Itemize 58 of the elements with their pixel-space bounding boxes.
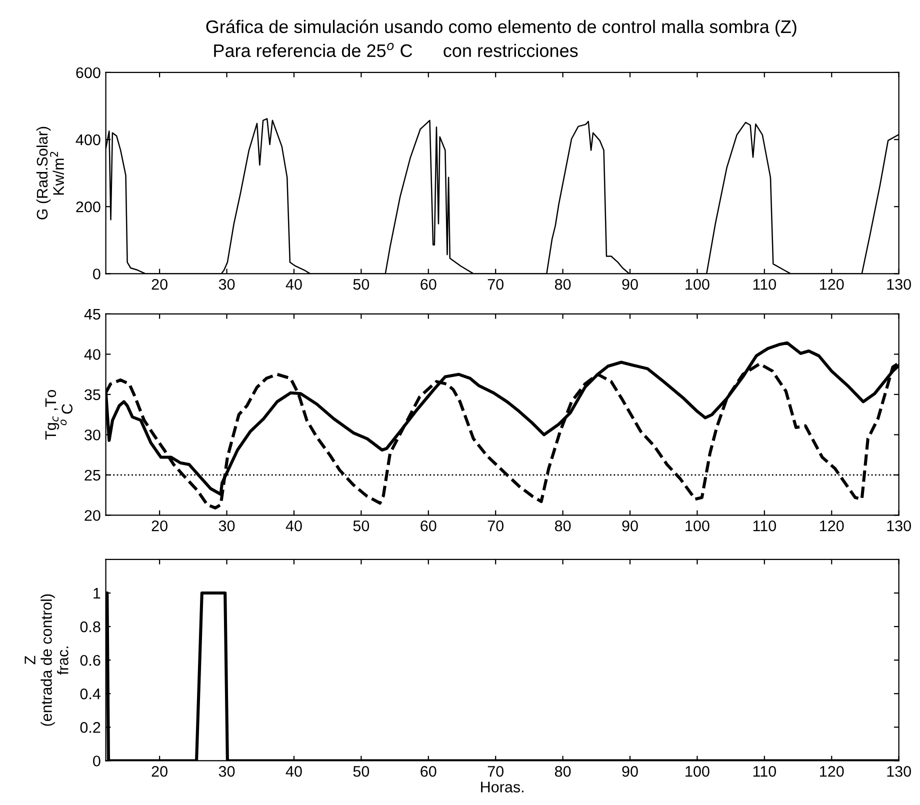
- chart-title: Gráfica de simulación usando como elemento de control malla sombra (Z): [206, 20, 796, 37]
- chart-subtitle: Para referencia de 25$^{o}$ C con restricciones: [214, 42, 578, 58]
- x-tick-label: 100: [686, 278, 710, 290]
- x-tick-label: 130: [887, 766, 911, 777]
- x-tick-label: 80: [554, 278, 571, 290]
- y-tick-label: 20: [84, 510, 100, 521]
- x-tick-label: 90: [622, 278, 638, 290]
- x-tick-label: 60: [420, 520, 436, 532]
- y-tick-label: 45: [84, 308, 100, 320]
- x-tick-label: 30: [218, 766, 235, 777]
- y-tick-label: 0.4: [80, 688, 100, 700]
- x-tick-label: 120: [820, 278, 844, 290]
- x-tick-label: 100: [686, 520, 710, 532]
- y-tick-label: 600: [76, 67, 100, 78]
- x-tick-label: 110: [753, 520, 776, 532]
- x-tick-label: 30: [218, 520, 235, 532]
- y-tick-label: 40: [84, 349, 100, 360]
- y-axis-title: Z (entrada de control) frac.: [24, 594, 68, 726]
- x-tick-label: 60: [420, 278, 436, 290]
- y-axis-title: G (Rad.Solar) Kw/m$^{2}$: [36, 126, 64, 220]
- y-tick-label: 30: [84, 430, 100, 440]
- y-tick-label: 1: [94, 588, 100, 599]
- x-tick-label: 40: [286, 520, 302, 532]
- x-tick-label: 130: [887, 520, 911, 532]
- y-tick-label: 0.2: [80, 722, 100, 733]
- x-tick-label: 110: [753, 766, 776, 777]
- x-tick-label: 20: [152, 278, 168, 290]
- x-tick-label: 40: [286, 766, 302, 777]
- y-tick-label: 200: [76, 201, 100, 212]
- y-tick-label: 0: [93, 268, 100, 280]
- x-tick-label: 120: [820, 766, 844, 777]
- x-tick-label: 70: [488, 278, 504, 290]
- x-tick-label: 50: [353, 278, 370, 290]
- x-tick-label: 40: [286, 278, 302, 290]
- x-tick-label: 50: [353, 766, 370, 777]
- x-tick-label: 110: [753, 278, 776, 290]
- x-tick-label: 60: [420, 766, 436, 777]
- x-tick-label: 70: [488, 520, 504, 532]
- x-tick-label: 80: [554, 766, 571, 777]
- x-tick-label: 50: [353, 520, 370, 532]
- y-tick-label: 35: [84, 389, 100, 400]
- x-tick-label: 90: [622, 520, 638, 532]
- x-tick-label: 20: [152, 766, 168, 777]
- x-tick-label: 80: [554, 520, 571, 532]
- y-tick-label: 25: [84, 470, 100, 481]
- x-tick-label: 130: [887, 278, 911, 290]
- x-tick-label: 70: [488, 766, 504, 777]
- y-tick-label: 400: [76, 134, 100, 146]
- x-tick-label: 30: [218, 278, 235, 290]
- x-tick-label: 100: [686, 766, 710, 777]
- x-tick-label: 90: [622, 766, 638, 777]
- x-axis-title: Horas.: [481, 782, 524, 792]
- y-axis-title: Tg$_{c}$ ,To $^{o}$ C: [45, 390, 73, 440]
- y-tick-label: 0: [93, 756, 100, 766]
- y-tick-label: 0.6: [80, 654, 100, 666]
- y-tick-label: 0.8: [80, 621, 100, 632]
- x-tick-label: 20: [152, 520, 168, 532]
- x-tick-label: 120: [820, 520, 844, 532]
